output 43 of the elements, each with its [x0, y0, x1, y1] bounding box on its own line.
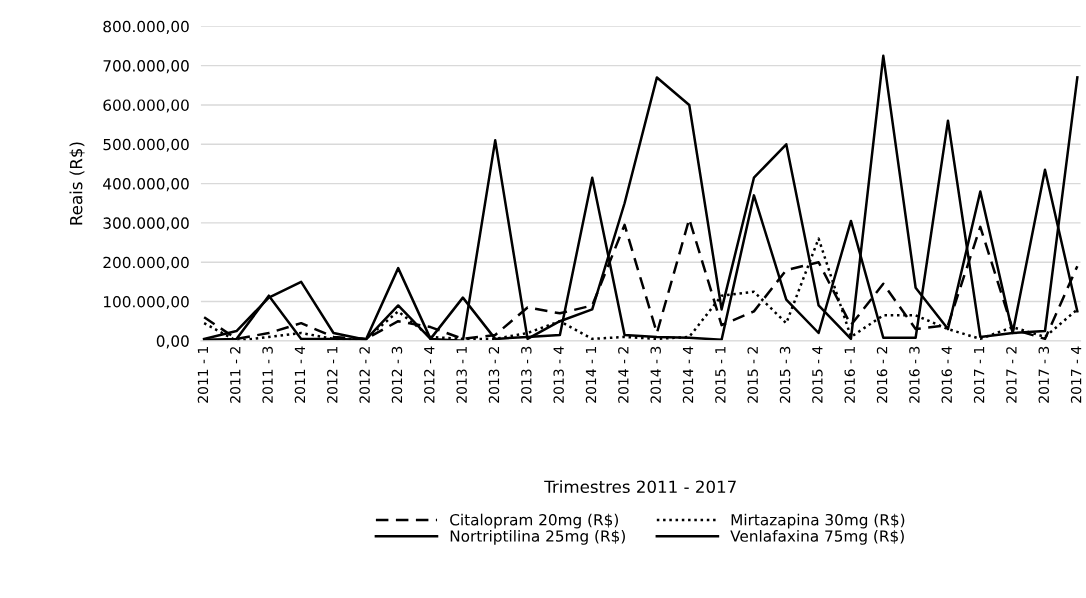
x-tick-label: 2013 - 2: [488, 347, 500, 403]
y-tick-label: 200.000,00: [103, 256, 189, 270]
x-tick-label: 2011 - 3: [262, 346, 273, 403]
x-tick-label: 2014 - 1: [585, 347, 597, 403]
x-tick-label: 2016 - 2: [876, 347, 888, 403]
x-tick-label: 2015 - 4: [812, 346, 823, 403]
x-tick-label: 2012 - 2: [359, 347, 370, 403]
y-tick-label: 300.000,00: [103, 217, 189, 231]
y-tick-label: 100.000,00: [104, 296, 189, 310]
x-tick-label: 2014 - 2: [618, 347, 629, 403]
y-tick-label: 800.000,00: [103, 20, 189, 34]
y-tick-label: 0,00: [156, 335, 189, 349]
x-tick-label: 2017 - 4: [1070, 346, 1082, 403]
legend-label: Mirtazapina 30mg (R$): [731, 513, 905, 529]
x-tick-label: 2016 - 3: [909, 346, 920, 403]
x-tick-label: 2015 - 3: [779, 346, 791, 403]
x-tick-label: 2011 - 2: [230, 347, 241, 403]
x-tick-label: 2012 - 1: [327, 347, 338, 403]
y-tick-label: 600.000,00: [103, 99, 189, 113]
legend-label: Citalopram 20mg (R$): [450, 513, 618, 529]
x-tick-label: 2013 - 3: [521, 346, 532, 403]
x-tick-label: 2013 - 4: [553, 346, 564, 403]
x-axis-title: Trimestres 2011 - 2017: [544, 480, 736, 494]
x-tick-label: 2011 - 4: [294, 346, 306, 403]
x-tick-label: 2017 - 2: [1006, 347, 1017, 403]
y-tick-label: 700.000,00: [103, 60, 189, 74]
y-axis-title: Reais (R$): [69, 142, 85, 225]
x-tick-label: 2015 - 1: [715, 347, 726, 403]
x-tick-label: 2012 - 3: [391, 346, 403, 403]
x-tick-label: 2015 - 2: [747, 347, 758, 403]
legend-label: Venlafaxina 75mg (R$): [730, 530, 904, 545]
x-tick-label: 2017 - 3: [1038, 346, 1050, 403]
y-tick-label: 400.000,00: [103, 178, 189, 192]
x-tick-label: 2012 - 4: [424, 346, 435, 403]
x-tick-label: 2016 - 1: [844, 347, 855, 403]
legend-label: Nortriptilina 25mg (R$): [450, 530, 625, 545]
x-tick-label: 2014 - 4: [682, 346, 694, 403]
y-tick-label: 500.000,00: [103, 138, 189, 152]
x-tick-label: 2014 - 3: [650, 346, 661, 403]
x-tick-label: 2017 - 1: [973, 347, 985, 403]
x-tick-label: 2013 - 1: [456, 347, 467, 403]
x-tick-label: 2016 - 4: [941, 346, 952, 403]
x-tick-label: 2011 - 1: [197, 347, 209, 403]
